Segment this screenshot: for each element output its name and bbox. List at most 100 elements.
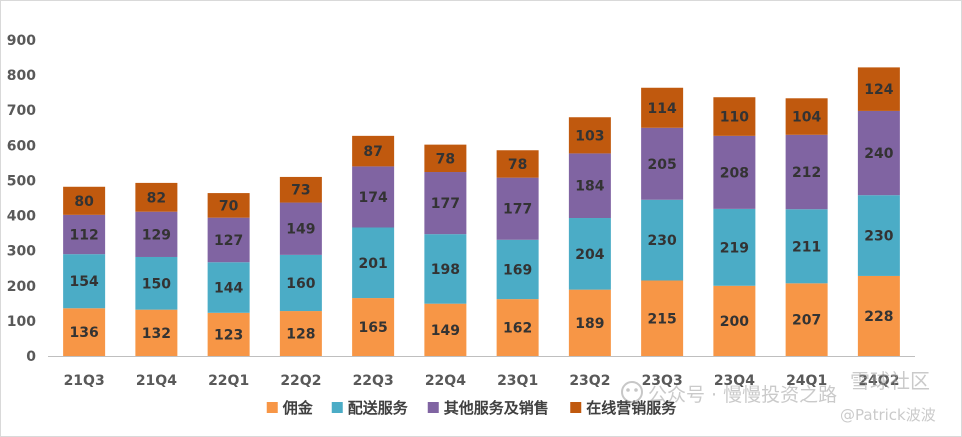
data-label: 201: [359, 256, 388, 272]
data-label: 212: [792, 165, 821, 181]
data-label: 154: [70, 274, 99, 290]
y-tick-label: 400: [7, 209, 36, 225]
x-tick-label: 24Q2: [858, 373, 899, 389]
bar-segment: [785, 209, 828, 284]
bar-segment: [63, 308, 106, 356]
data-label: 129: [142, 227, 171, 243]
x-tick-label: 23Q1: [497, 373, 538, 389]
data-label: 149: [286, 222, 315, 238]
bar-segment: [641, 280, 684, 356]
x-tick-label: 23Q2: [569, 373, 610, 389]
data-label: 230: [864, 229, 893, 245]
bar-segment: [207, 262, 250, 313]
bar-segment: [496, 177, 539, 240]
data-label: 132: [142, 326, 171, 342]
y-tick-label: 600: [7, 138, 36, 154]
data-label: 204: [575, 247, 604, 263]
bar-segment: [352, 227, 395, 299]
data-label: 240: [864, 146, 893, 162]
bar-segment: [63, 186, 106, 215]
y-tick-label: 700: [7, 103, 36, 119]
data-label: 127: [214, 233, 243, 249]
bars-group: 136 154 112 80 132 150 129 82 123 144 127 70 128 160 1…: [63, 67, 900, 356]
data-label: 189: [575, 316, 604, 332]
bar-segment: [135, 211, 178, 257]
data-label: 73: [291, 183, 310, 199]
bar-segment: [352, 166, 395, 228]
legend-swatch: [266, 402, 278, 413]
data-label: 150: [142, 276, 171, 292]
bar-segment: [713, 208, 756, 286]
bar-segment: [424, 234, 467, 304]
x-tick-label: 22Q4: [425, 373, 466, 389]
data-label: 184: [575, 179, 604, 195]
bar-segment: [568, 218, 611, 290]
bar-segment: [641, 87, 684, 128]
data-label: 112: [70, 228, 99, 244]
y-tick-label: 200: [7, 279, 36, 295]
data-label: 128: [286, 327, 315, 343]
x-tick-label: 23Q3: [642, 373, 683, 389]
bar-segment: [279, 176, 322, 203]
data-label: 124: [864, 82, 893, 98]
data-label: 162: [503, 321, 532, 337]
data-label: 205: [648, 157, 677, 173]
x-tick-label: 23Q4: [714, 373, 755, 389]
y-tick-label: 300: [7, 244, 36, 260]
bar-segment: [641, 127, 684, 200]
bar-segment: [352, 135, 395, 167]
data-label: 177: [431, 196, 460, 212]
data-label: 230: [648, 233, 677, 249]
bar-segment: [857, 110, 900, 196]
legend: 佣金 配送服务 其他服务及销售 在线营销服务: [266, 399, 677, 417]
data-label: 70: [219, 198, 239, 214]
legend-label: 配送服务: [348, 399, 409, 417]
bar-segment: [857, 67, 900, 111]
data-label: 114: [648, 101, 677, 117]
y-tick-label: 800: [7, 68, 36, 84]
data-label: 207: [792, 313, 821, 329]
bar-segment: [207, 217, 250, 263]
y-tick-label: 500: [7, 173, 36, 189]
watermark-line2: @Patrick波波: [840, 406, 936, 424]
data-label: 82: [147, 190, 166, 206]
data-label: 110: [720, 110, 749, 126]
bar-segment: [713, 135, 756, 209]
data-label: 174: [359, 190, 388, 206]
legend-label: 在线营销服务: [586, 399, 677, 417]
legend-label: 其他服务及销售: [444, 399, 549, 417]
y-tick-label: 100: [7, 314, 36, 330]
data-label: 200: [720, 314, 749, 330]
data-label: 177: [503, 202, 532, 218]
bar-segment: [279, 254, 322, 312]
bar-segment: [352, 298, 395, 356]
data-label: 160: [286, 276, 315, 292]
watermark: 公众号 · 慢慢投资之路 @Patrick波波 雪球社区: [621, 369, 936, 424]
watermark-line3: 雪球社区: [850, 369, 930, 393]
legend-label: 佣金: [282, 399, 314, 417]
bar-segment: [785, 134, 828, 210]
x-tick-label: 22Q2: [280, 373, 321, 389]
data-label: 103: [575, 128, 604, 144]
x-tick-label: 22Q1: [208, 373, 249, 389]
legend-swatch: [427, 402, 439, 413]
data-label: 144: [214, 281, 243, 297]
x-tick-label: 21Q3: [64, 373, 105, 389]
watermark-line1: 公众号 · 慢慢投资之路: [648, 384, 837, 406]
x-axis: 21Q3 21Q4 22Q1 22Q2 22Q3 22Q4 23Q1 23Q2 23Q3 23Q4…: [64, 373, 900, 389]
x-tick-label: 21Q4: [136, 373, 177, 389]
bar-segment: [496, 299, 539, 356]
bar-segment: [785, 283, 828, 356]
data-label: 149: [431, 323, 460, 339]
y-tick-label: 0: [26, 349, 36, 365]
bar-segment: [207, 193, 250, 218]
bar-segment: [63, 254, 106, 309]
legend-swatch: [331, 402, 343, 413]
bar-segment: [279, 202, 322, 255]
y-tick-label: 900: [7, 33, 36, 49]
legend-swatch: [570, 402, 582, 413]
bar-segment: [424, 172, 467, 235]
bar-segment: [135, 309, 178, 356]
bar-segment: [63, 214, 106, 255]
data-label: 165: [359, 320, 388, 336]
